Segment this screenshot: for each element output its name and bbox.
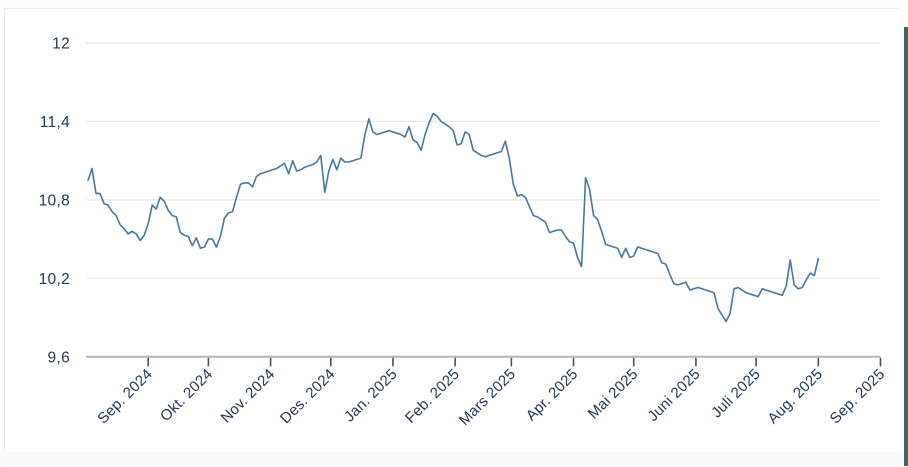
x-tick-label: Juli 2025: [708, 366, 764, 422]
x-tick-label: Feb. 2025: [402, 366, 463, 427]
x-tick-label: Mars 2025: [456, 366, 519, 429]
y-tick-label: 12: [52, 36, 70, 53]
y-tick-label: 10,8: [39, 192, 70, 209]
series-line[interactable]: [87, 112, 820, 323]
y-tick-label: 11,4: [40, 114, 70, 131]
x-tick-label: Juni 2025: [644, 366, 703, 425]
series-layer: [87, 112, 820, 323]
x-tick-label: Okt. 2024: [157, 366, 216, 425]
right-edge-bar: [904, 27, 908, 466]
plot-area[interactable]: [86, 43, 881, 357]
x-tick-label: Nov. 2024: [218, 366, 279, 427]
chart-card: [4, 8, 899, 467]
page-bottom-strip: [0, 452, 908, 466]
y-tick-label: 10,2: [39, 271, 70, 288]
x-tick-label: Sep. 2025: [827, 366, 889, 428]
x-tick-label: Des. 2024: [277, 366, 339, 428]
x-tick-label: Apr. 2025: [523, 366, 582, 425]
grid-layer: [86, 42, 881, 358]
y-tick-label: 9,6: [48, 349, 70, 366]
x-axis: [147, 357, 882, 367]
x-tick-label: Aug. 2025: [764, 366, 826, 428]
x-tick-label: Jan. 2025: [341, 366, 401, 426]
x-tick-label: Sep. 2024: [94, 366, 156, 428]
x-tick-label: Mai 2025: [585, 366, 642, 423]
